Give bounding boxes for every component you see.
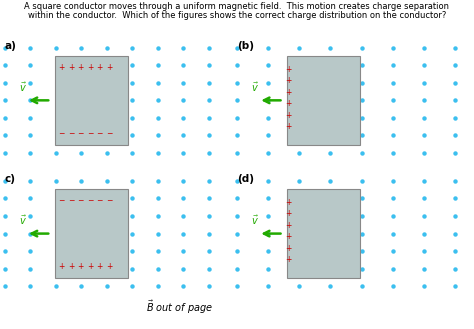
Text: (b): (b) xyxy=(237,41,254,51)
Text: −: − xyxy=(106,129,112,138)
Text: −: − xyxy=(58,196,65,205)
Text: $\vec{v}$: $\vec{v}$ xyxy=(251,80,258,94)
Text: +: + xyxy=(68,63,74,72)
Text: −: − xyxy=(77,129,84,138)
Text: $\vec{v}$: $\vec{v}$ xyxy=(19,214,27,227)
Text: −: − xyxy=(58,129,65,138)
Text: +: + xyxy=(87,63,93,72)
Text: +: + xyxy=(96,262,103,271)
Text: +: + xyxy=(106,262,112,271)
Text: within the conductor.  Which of the figures shows the correct charge distributio: within the conductor. Which of the figur… xyxy=(28,11,446,19)
Bar xyxy=(55,189,128,278)
Text: $\vec{B}$ out of page: $\vec{B}$ out of page xyxy=(146,298,214,316)
Text: +: + xyxy=(96,63,103,72)
Text: −: − xyxy=(96,196,103,205)
Text: +: + xyxy=(87,262,93,271)
Text: +: + xyxy=(285,64,292,74)
Text: −: − xyxy=(87,196,93,205)
Text: +: + xyxy=(285,111,292,120)
Text: +: + xyxy=(285,88,292,97)
Text: −: − xyxy=(68,129,74,138)
Text: +: + xyxy=(285,232,292,241)
Text: +: + xyxy=(58,63,65,72)
Text: −: − xyxy=(77,196,84,205)
Text: $\vec{v}$: $\vec{v}$ xyxy=(251,214,258,227)
Text: +: + xyxy=(77,262,84,271)
Text: +: + xyxy=(68,262,74,271)
Text: (d): (d) xyxy=(237,174,254,184)
Text: $\vec{v}$: $\vec{v}$ xyxy=(19,80,27,94)
Bar xyxy=(55,56,128,145)
Text: +: + xyxy=(285,99,292,108)
Text: +: + xyxy=(285,76,292,85)
Text: +: + xyxy=(58,262,65,271)
Text: a): a) xyxy=(5,41,17,51)
Text: +: + xyxy=(285,198,292,207)
Text: −: − xyxy=(96,129,103,138)
Text: +: + xyxy=(77,63,84,72)
Text: c): c) xyxy=(5,174,16,184)
Text: +: + xyxy=(285,221,292,230)
Text: +: + xyxy=(106,63,112,72)
Text: −: − xyxy=(87,129,93,138)
Bar xyxy=(287,56,360,145)
Text: +: + xyxy=(285,209,292,218)
Text: +: + xyxy=(285,255,292,265)
Text: −: − xyxy=(68,196,74,205)
Text: +: + xyxy=(285,122,292,131)
Text: A square conductor moves through a uniform magnetic field.  This motion creates : A square conductor moves through a unifo… xyxy=(25,2,449,11)
Text: −: − xyxy=(106,196,112,205)
Bar xyxy=(287,189,360,278)
Text: +: + xyxy=(285,244,292,253)
